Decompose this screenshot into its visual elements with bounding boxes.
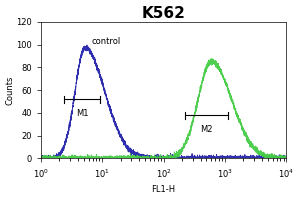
Y-axis label: Counts: Counts: [6, 75, 15, 105]
Text: M2: M2: [200, 125, 213, 134]
X-axis label: FL1-H: FL1-H: [152, 185, 176, 194]
Title: K562: K562: [142, 6, 185, 21]
Text: control: control: [91, 37, 120, 46]
Text: M1: M1: [76, 109, 88, 118]
